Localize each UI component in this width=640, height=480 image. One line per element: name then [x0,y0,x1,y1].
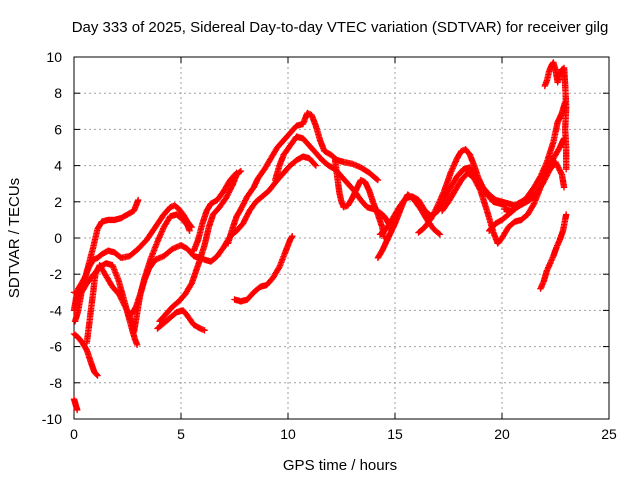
series-markers [156,167,245,325]
x-tick-label: 10 [280,426,296,442]
y-tick-label: -2 [50,266,63,282]
axis-tick-labels: 0 5 10 15 20 25 -10 -8 -6 -4 -2 0 2 4 6 8 10 [42,49,617,442]
series-arc-u [537,211,570,292]
chart-title: Day 333 of 2025, Sidereal Day-to-day VTE… [72,19,609,36]
series-markers [154,307,208,334]
series-arc-l [224,109,382,247]
series-arc-n [331,157,388,242]
y-tick-label: 10 [46,49,62,65]
axis-ticks [73,56,610,420]
y-tick-label: 6 [54,121,62,137]
grid [74,57,609,419]
series-arc-g [128,211,193,318]
x-tick-label: 25 [601,426,617,442]
y-axis-title: SDTVAR / TECUs [6,178,23,298]
y-tick-label: 2 [54,194,62,210]
y-tick-label: -10 [42,411,62,427]
y-tick-label: -6 [50,339,63,355]
series-arc-m [272,133,392,227]
series-arc-k [231,232,296,305]
series-markers [272,133,392,227]
series-arc-a [70,395,81,414]
series-markers [541,59,570,173]
series-markers [71,196,142,325]
series-markers [70,395,81,414]
x-tick-label: 5 [177,426,185,442]
series-arc-h [154,307,208,334]
series-arc-b [70,330,101,379]
y-tick-label: 8 [54,85,62,101]
series-arc-v [541,59,570,173]
series-markers [190,169,240,254]
y-tick-label: -8 [50,375,63,391]
x-tick-label: 0 [70,426,78,442]
series-markers [500,158,568,215]
x-tick-label: 15 [387,426,403,442]
series-markers [128,211,193,318]
y-tick-label: 4 [54,158,62,174]
x-tick-label: 20 [494,426,510,442]
series-markers [231,232,296,305]
series-arc-j [190,169,240,254]
series-arc-i [156,167,245,325]
data-markers [70,59,570,414]
series-markers [70,330,101,379]
series-markers [224,109,382,247]
series-arc-t [500,158,568,215]
y-tick-label: -4 [50,302,63,318]
series-markers [331,157,388,242]
series-markers [415,146,510,236]
y-tick-label: 0 [54,230,62,246]
series-arc-e [71,196,142,325]
series-arc-q [415,146,510,236]
series-markers [537,211,570,292]
x-axis-title: GPS time / hours [283,457,397,474]
